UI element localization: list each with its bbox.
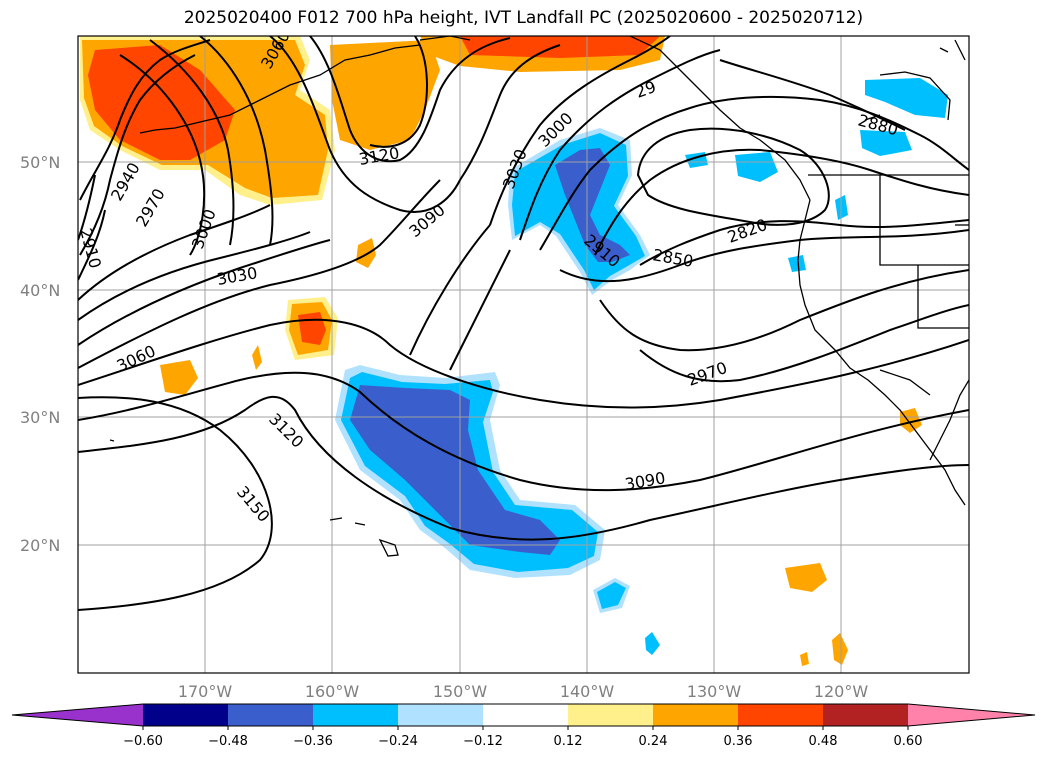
colorbar-extension-low (12, 704, 143, 726)
contour-label: 2940 (107, 159, 144, 204)
colorbar-tick-label: −0.24 (378, 734, 418, 749)
negative-shading (335, 78, 948, 655)
contour-label: 3030 (215, 263, 258, 289)
colorbar-tick-label: −0.12 (463, 734, 503, 749)
colorbar-tick-label: 0.36 (724, 734, 753, 749)
map-frame (77, 35, 970, 674)
contour-label: 2970 (132, 185, 169, 230)
colorbar-bin (653, 704, 738, 726)
longitude-labels: 170°W 160°W 150°W 140°W 130°W 120°W (178, 682, 869, 701)
contour-label: 3000 (188, 207, 220, 252)
colorbar-tick-label: 0.48 (809, 734, 838, 749)
lon-label: 160°W (305, 682, 360, 701)
contour-label: 3150 (233, 482, 274, 525)
lon-label: 140°W (560, 682, 615, 701)
lon-label: 170°W (178, 682, 233, 701)
contour-label: 3120 (265, 409, 307, 451)
colorbar-bin (228, 704, 313, 726)
coastlines (109, 36, 969, 557)
contour-label: 2970 (685, 358, 730, 390)
colorbar-extension-high (908, 704, 1035, 726)
colorbar-bin (313, 704, 398, 726)
colorbar-bin (568, 704, 653, 726)
lat-label: 50°N (20, 153, 60, 172)
lon-label: 150°W (433, 682, 488, 701)
height-contours (78, 36, 969, 611)
contour-label: 2910 (76, 226, 105, 270)
gridlines (78, 36, 969, 673)
colorbar-bin (143, 704, 228, 726)
lat-label: 40°N (20, 281, 60, 300)
colorbar: −0.60 −0.48 −0.36 −0.24 −0.12 0.12 0.24 0.36 0.4… (11, 703, 1036, 749)
lon-label: 130°W (687, 682, 742, 701)
colorbar-bin (823, 704, 908, 726)
colorbar-tick-label: 0.24 (639, 734, 668, 749)
colorbar-tick-label: 0.12 (554, 734, 583, 749)
contour-label: 29 (633, 77, 659, 102)
lon-label: 120°W (814, 682, 869, 701)
lat-label: 30°N (20, 408, 60, 427)
lat-label: 20°N (20, 536, 60, 555)
colorbar-tick-label: 0.60 (894, 734, 923, 749)
contour-label: 2850 (651, 245, 694, 271)
colorbar-tick-label: −0.60 (123, 734, 163, 749)
contour-label: 3090 (623, 468, 666, 494)
map-area: 3060 2940 2970 3000 2910 3030 3120 3090 … (76, 36, 969, 673)
colorbar-bin (738, 704, 823, 726)
colorbar-bin (483, 704, 568, 726)
colorbar-tick-label: −0.36 (293, 734, 333, 749)
latitude-labels: 50°N 40°N 30°N 20°N (20, 153, 60, 555)
map-title: 2025020400 F012 700 hPa height, IVT Land… (183, 8, 864, 28)
contour-label: 3090 (405, 200, 448, 241)
colorbar-bin (398, 704, 483, 726)
colorbar-tick-label: −0.48 (208, 734, 248, 749)
